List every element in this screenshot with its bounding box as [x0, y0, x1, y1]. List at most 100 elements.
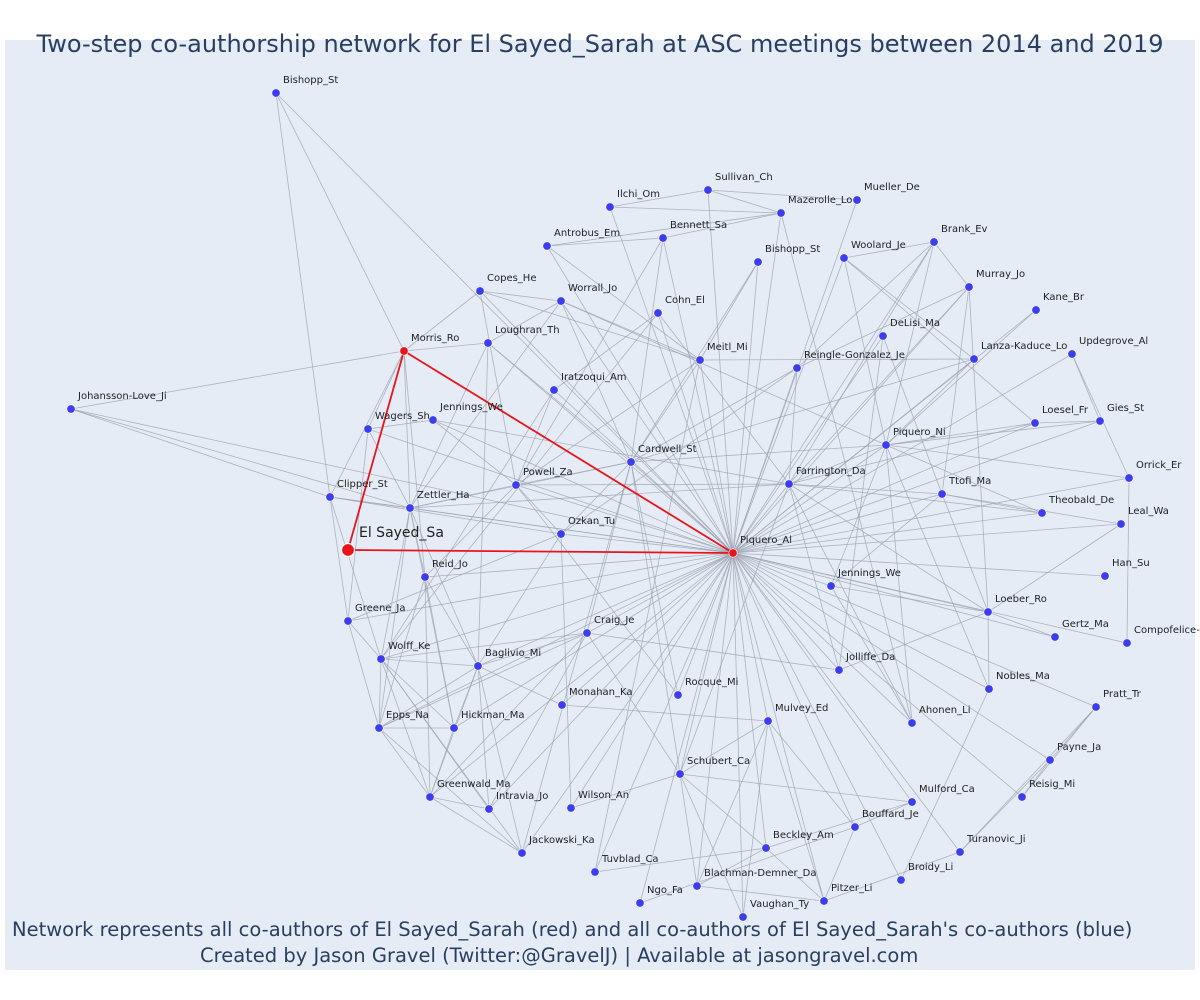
node-marker[interactable]: [984, 684, 994, 694]
node-marker[interactable]: [590, 867, 600, 877]
node-tuvblad[interactable]: Tuvblad_Ca: [590, 854, 659, 877]
node-rocque[interactable]: Rocque_Mi: [673, 677, 739, 700]
node-marker[interactable]: [1017, 792, 1027, 802]
node-marker[interactable]: [776, 208, 786, 218]
node-epps[interactable]: Epps_Na: [374, 710, 429, 733]
node-han[interactable]: Han_Su: [1100, 558, 1150, 581]
node-murray[interactable]: Murray_Jo: [964, 269, 1025, 292]
node-theobald[interactable]: Theobald_De: [1037, 495, 1114, 518]
node-ozkan[interactable]: Ozkan_Tu: [556, 516, 615, 539]
node-piquero_al[interactable]: Piquero_Al: [728, 535, 792, 558]
node-leal[interactable]: Leal_Wa: [1116, 506, 1169, 529]
node-clipper[interactable]: Clipper_St: [325, 479, 388, 502]
node-reid[interactable]: Reid_Jo: [420, 559, 468, 582]
node-marker[interactable]: [325, 492, 335, 502]
node-payne[interactable]: Payne_Ja: [1045, 742, 1101, 765]
node-wagers[interactable]: Wagers_Sh: [363, 411, 430, 434]
node-nobles[interactable]: Nobles_Ma: [984, 671, 1050, 694]
node-marker[interactable]: [428, 415, 438, 425]
node-reingle[interactable]: Reingle-Gonzalez_Je: [792, 350, 905, 373]
node-mazerolle[interactable]: Mazerolle_Lo: [776, 195, 853, 218]
node-marker[interactable]: [658, 233, 668, 243]
node-gies[interactable]: Gies_St: [1095, 403, 1144, 426]
node-marker[interactable]: [566, 803, 576, 813]
node-marker[interactable]: [1100, 571, 1110, 581]
node-marker[interactable]: [692, 881, 702, 891]
node-jennings_we2[interactable]: Jennings_We: [826, 568, 901, 591]
node-marker[interactable]: [834, 665, 844, 675]
node-marker[interactable]: [1050, 632, 1060, 642]
node-marker[interactable]: [405, 503, 415, 513]
node-marker[interactable]: [763, 716, 773, 726]
node-marker[interactable]: [955, 847, 965, 857]
node-marker[interactable]: [582, 628, 592, 638]
node-marker[interactable]: [907, 797, 917, 807]
node-marker[interactable]: [784, 479, 794, 489]
node-marker[interactable]: [907, 718, 917, 728]
node-marker[interactable]: [896, 875, 906, 885]
node-schubert[interactable]: Schubert_Ca: [675, 756, 750, 779]
node-marker[interactable]: [753, 257, 763, 267]
node-marker[interactable]: [1045, 755, 1055, 765]
node-marker[interactable]: [839, 253, 849, 263]
node-hickman[interactable]: Hickman_Ma: [449, 710, 525, 733]
node-marker[interactable]: [881, 440, 891, 450]
node-wilson[interactable]: Wilson_An: [566, 790, 629, 813]
node-marker[interactable]: [363, 424, 373, 434]
node-sullivan[interactable]: Sullivan_Ch: [703, 172, 773, 195]
node-zettler[interactable]: Zettler_Ha: [405, 490, 470, 513]
node-mulford[interactable]: Mulford_Ca: [907, 784, 975, 807]
node-ngo[interactable]: Ngo_Fa: [635, 885, 683, 908]
node-ttofi[interactable]: Ttofi_Ma: [937, 476, 991, 499]
node-antrobus[interactable]: Antrobus_Em: [542, 228, 620, 251]
node-elsayed[interactable]: El Sayed_Sa: [340, 525, 444, 558]
node-marker[interactable]: [517, 848, 527, 858]
node-marker[interactable]: [675, 769, 685, 779]
node-jackowski[interactable]: Jackowski_Ka: [517, 835, 595, 858]
node-johansson[interactable]: Johansson-Love_Ji: [66, 391, 167, 414]
node-loeber[interactable]: Loeber_Ro: [983, 594, 1047, 617]
node-cardwell[interactable]: Cardwell_St: [626, 444, 697, 467]
node-marker[interactable]: [340, 542, 356, 558]
node-marker[interactable]: [343, 616, 353, 626]
node-marker[interactable]: [376, 654, 386, 664]
node-marker[interactable]: [673, 690, 683, 700]
node-compofelice[interactable]: Compofelice-: [1122, 625, 1200, 648]
node-baglivio[interactable]: Baglivio_Mi: [473, 648, 541, 671]
node-intravia[interactable]: Intravia_Jo: [484, 791, 549, 814]
node-orrick[interactable]: Orrick_Er: [1124, 460, 1183, 483]
node-marker[interactable]: [1030, 418, 1040, 428]
node-marker[interactable]: [819, 896, 829, 906]
node-loesel[interactable]: Loesel_Fr: [1030, 405, 1089, 428]
node-loughran[interactable]: Loughran_Th: [483, 325, 560, 348]
node-marker[interactable]: [399, 346, 409, 356]
node-marker[interactable]: [728, 548, 738, 558]
node-marker[interactable]: [271, 88, 281, 98]
node-farrington[interactable]: Farrington_Da: [784, 466, 866, 489]
node-bishopp1[interactable]: Bishopp_St: [271, 75, 339, 98]
node-mulvey[interactable]: Mulvey_Ed: [763, 703, 829, 726]
node-marker[interactable]: [1031, 305, 1041, 315]
node-greenwald[interactable]: Greenwald_Ma: [425, 779, 511, 802]
node-updegrove[interactable]: Updegrove_Al: [1067, 336, 1148, 359]
node-marker[interactable]: [66, 404, 76, 414]
node-marker[interactable]: [969, 354, 979, 364]
node-piquero_ni[interactable]: Piquero_Ni: [881, 427, 946, 450]
node-marker[interactable]: [483, 338, 493, 348]
node-mueller[interactable]: Mueller_De: [852, 182, 920, 205]
node-meitl[interactable]: Meitl_Mi: [695, 342, 748, 365]
node-cohn[interactable]: Cohn_El: [653, 295, 705, 318]
node-jennings_we1[interactable]: Jennings_We: [428, 402, 503, 425]
node-marker[interactable]: [449, 723, 459, 733]
node-woolard[interactable]: Woolard_Je: [839, 240, 906, 263]
node-turanovic[interactable]: Turanovic_Ji: [955, 834, 1026, 857]
node-marker[interactable]: [605, 202, 615, 212]
node-marker[interactable]: [556, 529, 566, 539]
node-kane[interactable]: Kane_Br: [1031, 292, 1085, 315]
node-powell[interactable]: Powell_Za: [511, 467, 573, 490]
node-marker[interactable]: [549, 385, 559, 395]
node-marker[interactable]: [420, 572, 430, 582]
node-beckley[interactable]: Beckley_Am: [761, 830, 834, 853]
node-marker[interactable]: [792, 363, 802, 373]
